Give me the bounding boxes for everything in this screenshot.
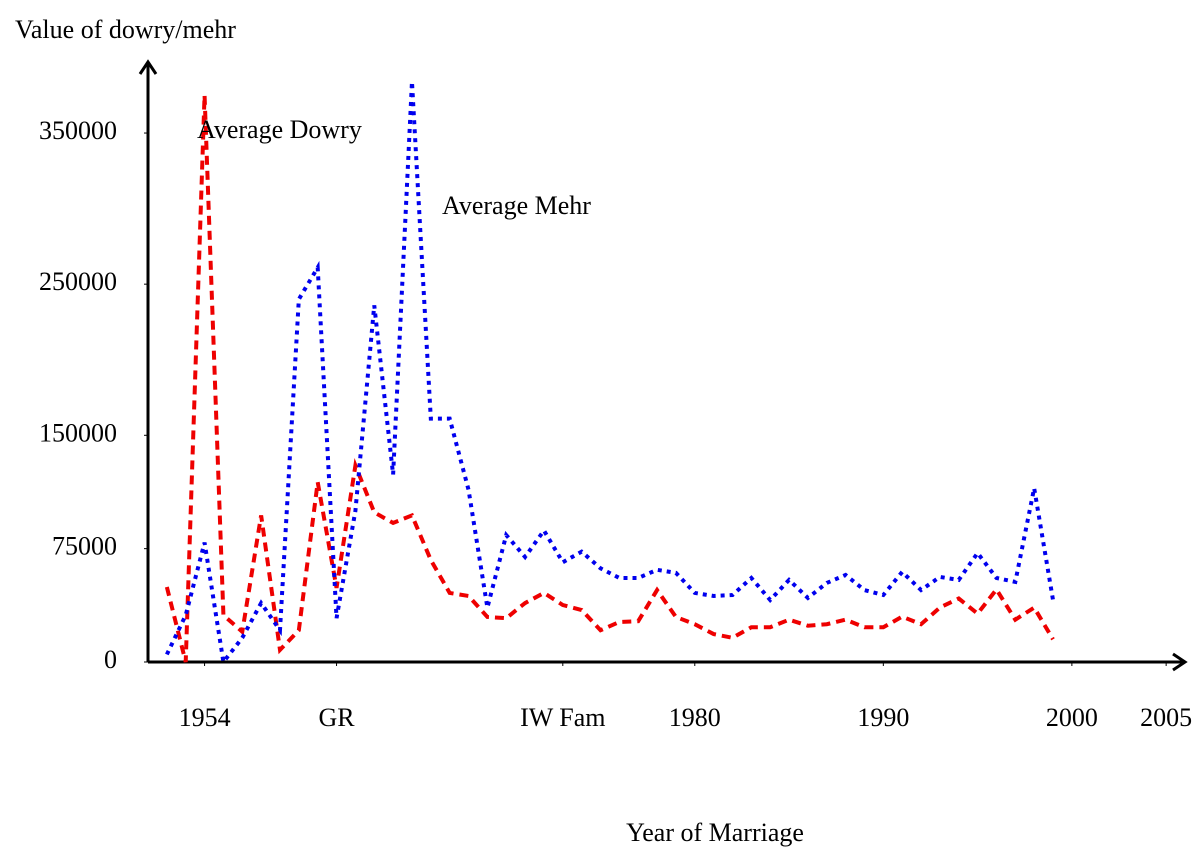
y-axis-arrow [138, 59, 158, 75]
x-axis-arrow [1172, 652, 1188, 672]
x-tick-label: GR [318, 703, 355, 732]
y-tick-label: 250000 [39, 267, 117, 296]
y-axis-label: Value of dowry/mehr [15, 15, 236, 44]
x-tick-label: IW Fam [520, 703, 605, 732]
series-label: Average Dowry [197, 115, 362, 144]
x-tick-label: 2005 [1140, 703, 1192, 732]
x-tick-label: 1990 [857, 703, 909, 732]
y-tick-label: 0 [104, 645, 117, 674]
x-tick-label: 1954 [179, 703, 231, 732]
x-tick-label: 2000 [1046, 703, 1098, 732]
y-tick-label: 350000 [39, 116, 117, 145]
y-tick-label: 150000 [39, 418, 117, 447]
x-tick-label: 1980 [669, 703, 721, 732]
y-tick-label: 75000 [52, 532, 117, 561]
series-label: Average Mehr [442, 191, 591, 220]
x-axis-label: Year of Marriage [626, 818, 804, 847]
series-line [165, 81, 1055, 667]
series-line [164, 95, 1055, 663]
